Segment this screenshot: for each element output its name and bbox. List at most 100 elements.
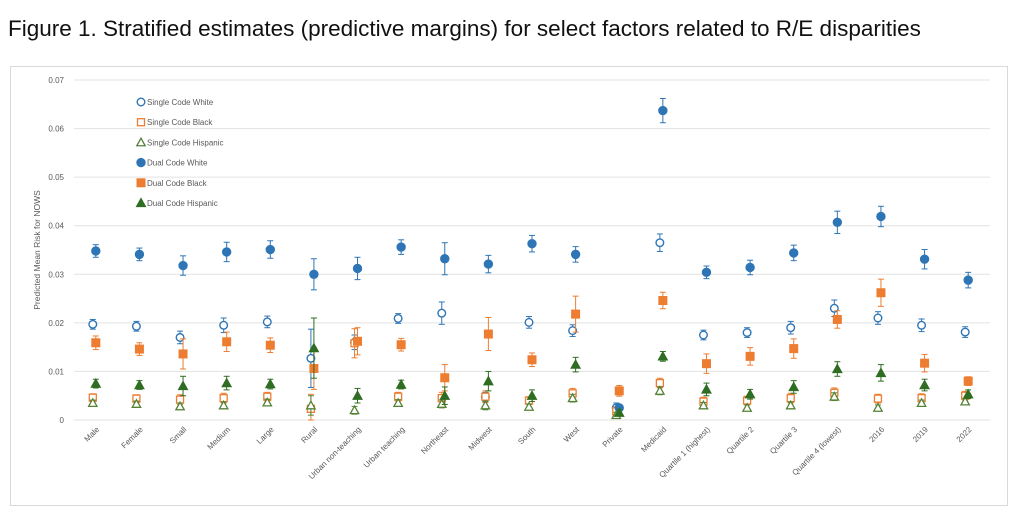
data-point: [701, 359, 711, 369]
data-point: [222, 337, 232, 347]
x-tick-label: Small: [168, 425, 189, 446]
data-point: [91, 338, 101, 348]
data-point: [219, 320, 229, 330]
y-tick-label: 0: [60, 416, 65, 425]
data-point: [306, 353, 316, 363]
x-tick-label: South: [516, 425, 537, 446]
data-point: [745, 351, 755, 361]
data-point: [221, 377, 233, 388]
x-tick-label: Quartile 2: [725, 425, 756, 456]
x-tick-label: Private: [601, 425, 625, 449]
data-point: [571, 309, 581, 319]
data-point: [657, 350, 669, 361]
data-point: [523, 401, 535, 411]
data-point: [436, 398, 448, 408]
data-point: [876, 211, 886, 222]
data-point: [309, 269, 319, 279]
y-tick-label: 0.02: [48, 319, 64, 328]
data-point: [919, 379, 931, 390]
x-tick-label: Male: [83, 425, 102, 444]
data-point: [527, 238, 537, 249]
data-point: [440, 373, 450, 383]
data-point: [352, 390, 363, 400]
x-tick-label: Quartile 3: [768, 425, 799, 456]
data-point: [832, 314, 842, 324]
series-dual-code-white: [91, 97, 973, 413]
data-point: [482, 375, 494, 386]
series-single-code-hispanic: [87, 385, 971, 420]
data-point: [916, 397, 927, 408]
data-point: [440, 254, 450, 264]
data-point: [742, 328, 752, 338]
data-point: [218, 399, 229, 410]
x-tick-label: Female: [120, 425, 146, 451]
y-axis-label: Predicted Mean Risk for NOWS: [32, 190, 42, 310]
legend-marker: [136, 178, 146, 188]
legend-label: Dual Code Black: [147, 179, 208, 188]
data-point: [698, 399, 709, 410]
data-point: [265, 244, 275, 255]
data-point: [570, 249, 581, 260]
data-point: [873, 394, 883, 403]
data-point: [91, 246, 101, 256]
data-point: [744, 388, 756, 399]
data-point: [788, 381, 800, 392]
data-point: [872, 402, 884, 412]
data-point: [920, 358, 930, 368]
data-point: [658, 105, 668, 116]
data-point: [917, 320, 927, 330]
x-tick-label: Urban teaching: [362, 425, 407, 470]
data-point: [875, 367, 887, 378]
data-point: [352, 263, 363, 274]
data-point: [873, 313, 883, 323]
data-point: [437, 308, 447, 318]
y-tick-label: 0.06: [48, 125, 64, 134]
legend-label: Single Code Black: [147, 118, 213, 127]
data-point: [613, 407, 625, 417]
legend: Single Code White Single Code Black Single…: [135, 97, 224, 208]
data-point: [261, 396, 273, 407]
data-point: [524, 317, 534, 327]
data-point: [481, 392, 490, 401]
data-point: [527, 355, 537, 365]
data-point: [963, 376, 973, 386]
chart-frame: [10, 66, 1008, 506]
data-point: [308, 342, 320, 353]
data-point: [960, 327, 970, 337]
legend-marker: [135, 136, 147, 147]
data-point: [305, 399, 317, 410]
legend-marker: [135, 197, 147, 208]
y-tick-label: 0.04: [48, 222, 64, 231]
data-point: [829, 391, 840, 401]
data-point: [90, 377, 102, 388]
data-point: [483, 329, 493, 339]
data-point: [131, 321, 141, 331]
data-point: [570, 358, 582, 369]
data-point: [963, 275, 973, 285]
data-point: [134, 249, 145, 260]
data-point: [392, 397, 404, 408]
data-point: [131, 398, 142, 408]
data-point: [262, 317, 272, 327]
data-point: [698, 330, 708, 340]
data-point: [831, 363, 843, 374]
x-tick-label: Northeast: [419, 425, 450, 456]
data-point: [88, 319, 98, 329]
data-point: [221, 247, 232, 257]
data-point: [526, 390, 538, 400]
data-point: [919, 254, 930, 264]
data-point: [701, 383, 712, 394]
figure-title: Figure 1. Stratified estimates (predicti…: [8, 16, 921, 41]
legend-label: Single Code Hispanic: [147, 138, 224, 147]
legend-label: Dual Code White: [147, 159, 208, 168]
x-tick-label: 2022: [955, 425, 974, 444]
data-point: [654, 385, 666, 395]
data-point: [396, 340, 406, 350]
data-point: [178, 260, 188, 271]
data-point: [264, 378, 276, 389]
data-point: [701, 267, 712, 278]
x-tick-label: Large: [255, 425, 276, 446]
data-point: [265, 340, 275, 350]
data-point: [789, 248, 799, 258]
